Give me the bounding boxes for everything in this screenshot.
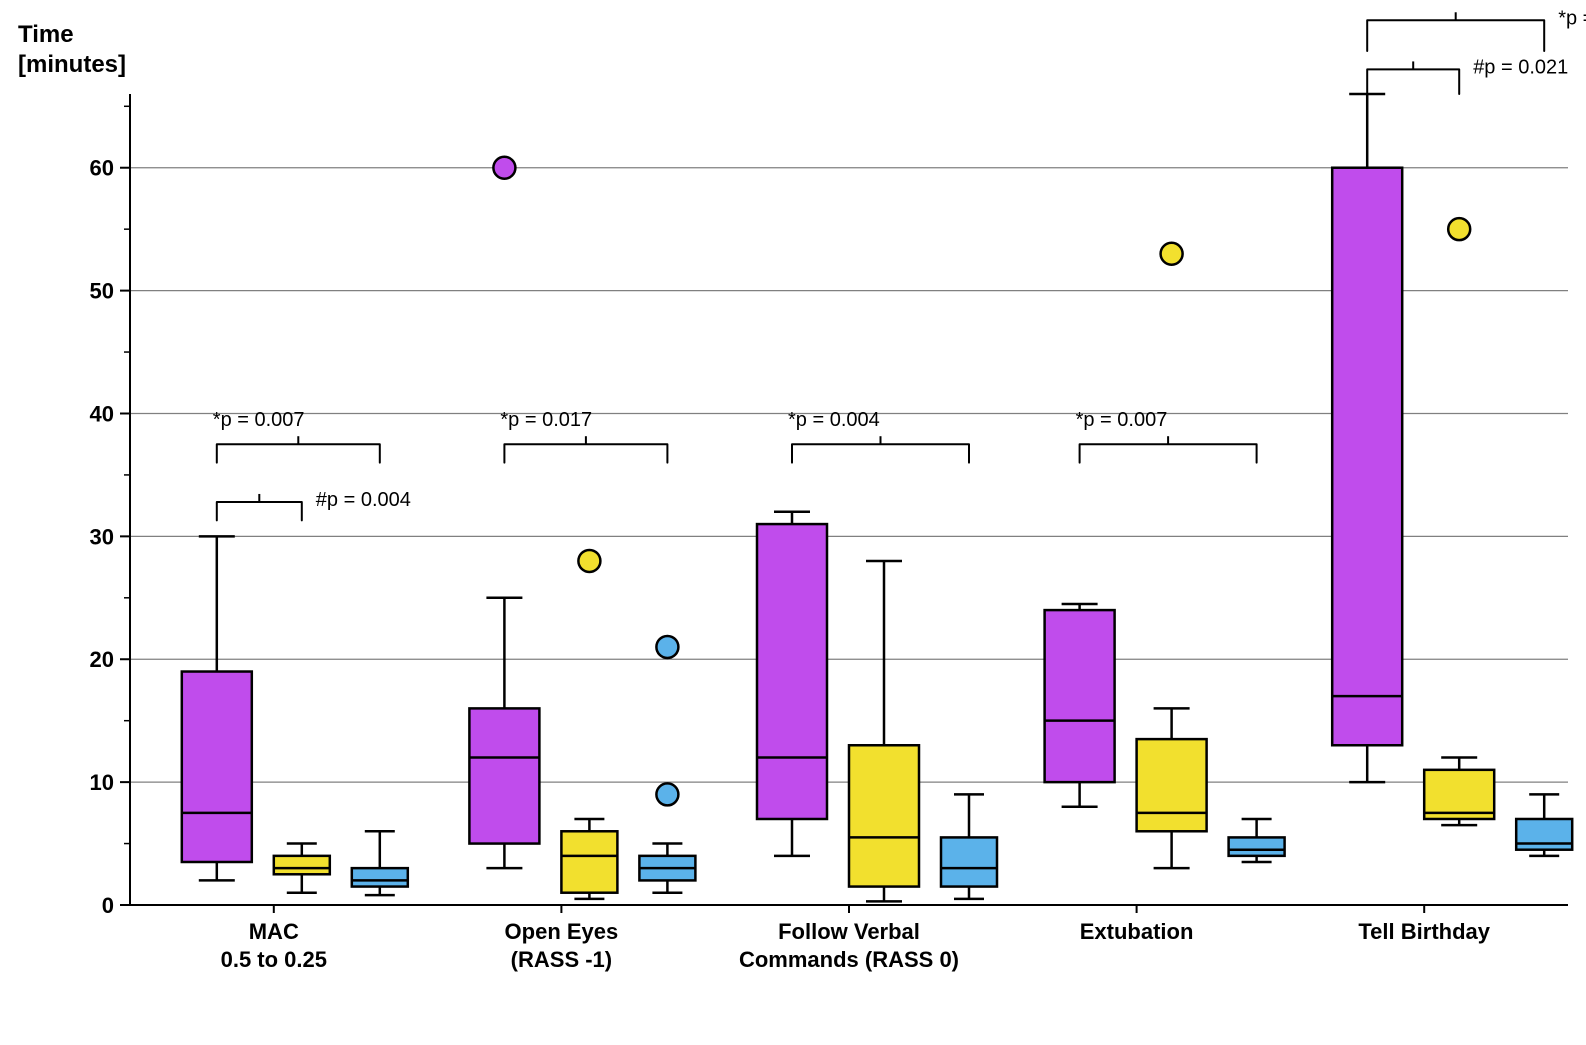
y-axis-title-line1: Time [18,21,74,48]
x-tick-label: Tell Birthday [1358,919,1490,944]
outlier-point [578,550,600,572]
y-tick-label: 30 [90,524,114,549]
outlier-point [656,783,678,805]
box [849,745,919,886]
y-tick-label: 40 [90,401,114,426]
box [1332,168,1402,746]
y-tick-label: 50 [90,279,114,304]
box [274,856,330,874]
significance-label: *p = 0.007 [213,409,305,431]
box [182,672,252,862]
significance-label: *p = 0.017 [500,409,592,431]
box [1516,819,1572,850]
outlier-point [493,157,515,179]
y-tick-label: 20 [90,647,114,672]
x-tick-label: (RASS -1) [511,947,612,972]
significance-label: #p = 0.004 [316,489,411,511]
box [1229,837,1285,855]
outlier-point [1161,243,1183,265]
x-tick-label: Open Eyes [505,919,619,944]
box [561,831,617,892]
box [1045,610,1115,782]
x-tick-label: Commands (RASS 0) [739,947,959,972]
x-tick-label: 0.5 to 0.25 [221,947,327,972]
y-tick-label: 0 [102,893,114,918]
box [941,837,997,886]
x-tick-label: MAC [249,919,299,944]
significance-label: *p = 0.007 [1076,409,1168,431]
x-tick-label: Follow Verbal [778,919,920,944]
box [757,524,827,819]
boxplot-chart: 0 10 20 30 40 50 60 Time [minutes] MAC 0.5 to 0.25… [0,0,1586,1045]
outlier-point [1448,218,1470,240]
box [469,708,539,843]
box [352,868,408,886]
box [1137,739,1207,831]
significance-label: *p = 0.004 [788,409,880,431]
significance-label: #p = 0.021 [1473,56,1568,78]
y-tick-label: 60 [90,156,114,181]
y-tick-label: 10 [90,770,114,795]
y-axis-title-line2: [minutes] [18,51,126,78]
x-tick-label: Extubation [1080,919,1194,944]
significance-label: *p = 0.008 [1558,7,1586,29]
outlier-point [656,636,678,658]
